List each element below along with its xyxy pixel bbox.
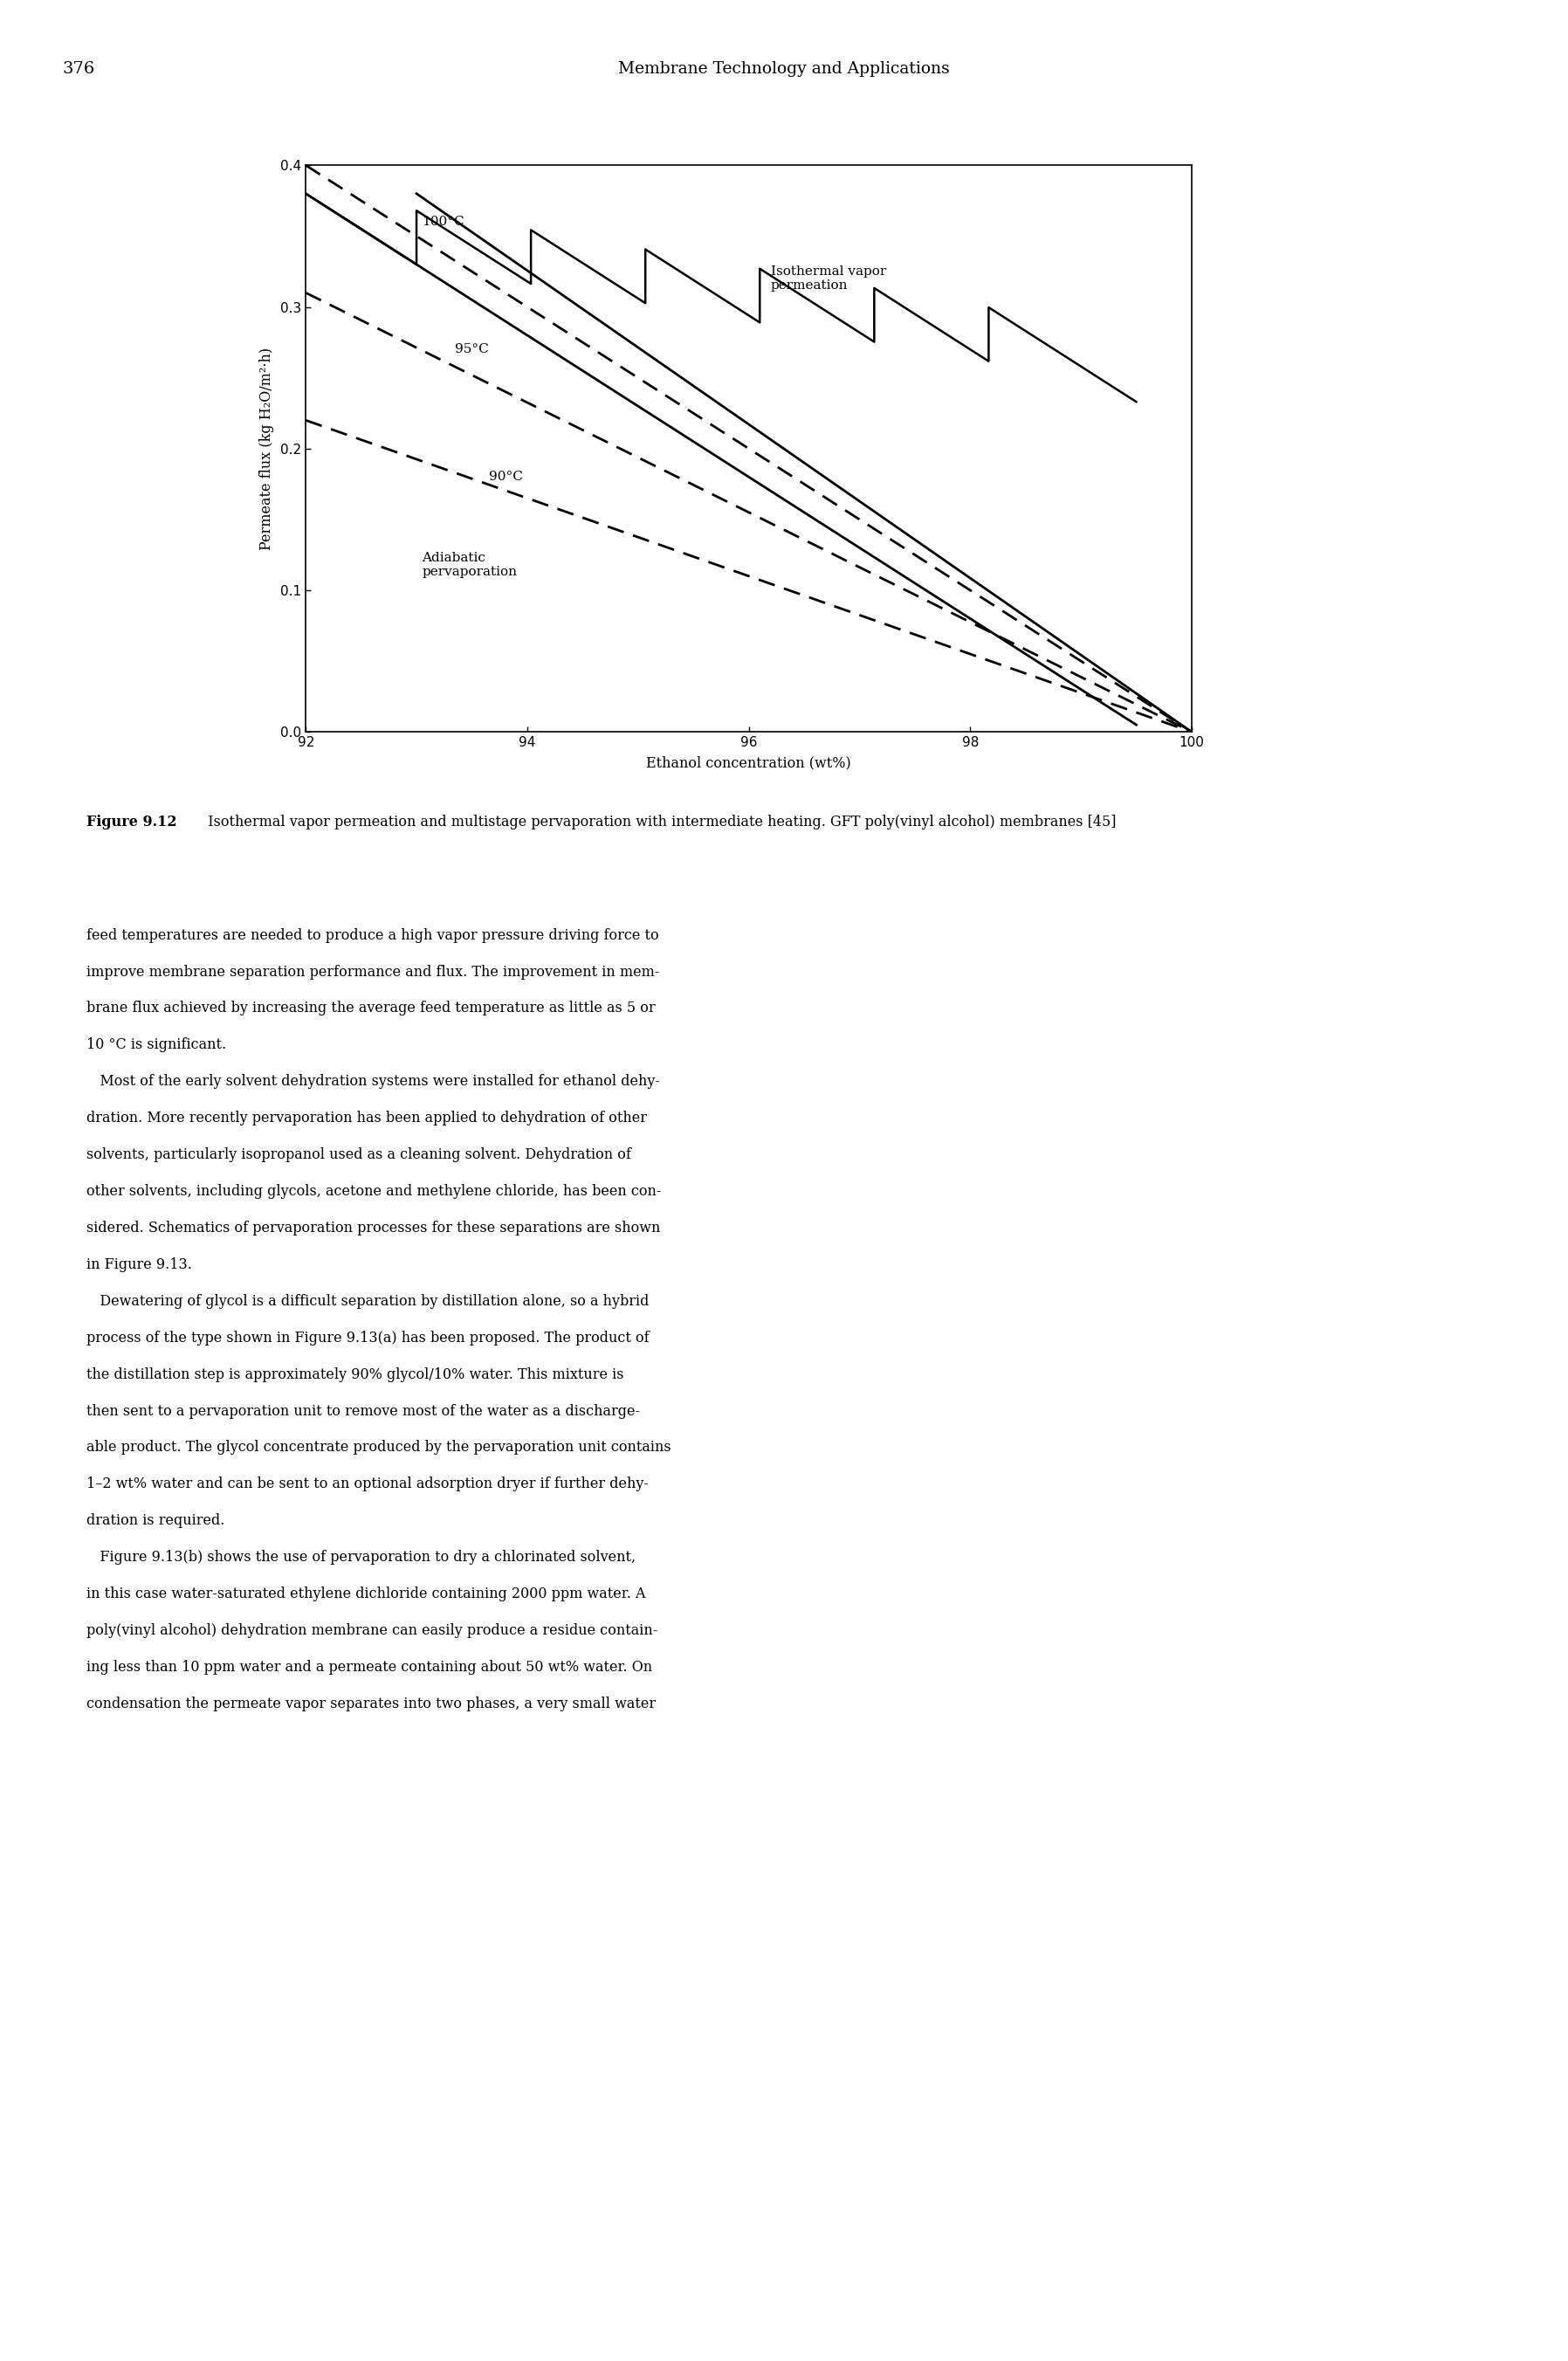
Text: 90°C: 90°C xyxy=(489,470,522,484)
Text: sidered. Schematics of pervaporation processes for these separations are shown: sidered. Schematics of pervaporation pro… xyxy=(86,1221,660,1235)
Text: 100°C: 100°C xyxy=(422,215,464,229)
Text: ing less than 10 ppm water and a permeate containing about 50 wt% water. On: ing less than 10 ppm water and a permeat… xyxy=(86,1660,652,1674)
X-axis label: Ethanol concentration (wt%): Ethanol concentration (wt%) xyxy=(646,756,851,770)
Text: Isothermal vapor
permeation: Isothermal vapor permeation xyxy=(771,264,886,293)
Text: Figure 9.13(b) shows the use of pervaporation to dry a chlorinated solvent,: Figure 9.13(b) shows the use of pervapor… xyxy=(86,1551,635,1565)
Text: Most of the early solvent dehydration systems were installed for ethanol dehy-: Most of the early solvent dehydration sy… xyxy=(86,1074,660,1088)
Text: process of the type shown in Figure 9.13(a) has been proposed. The product of: process of the type shown in Figure 9.13… xyxy=(86,1332,649,1346)
Text: dration is required.: dration is required. xyxy=(86,1513,224,1528)
Y-axis label: Permeate flux (kg H₂O/m²·h): Permeate flux (kg H₂O/m²·h) xyxy=(259,347,274,550)
Text: the distillation step is approximately 90% glycol/10% water. This mixture is: the distillation step is approximately 9… xyxy=(86,1367,624,1381)
Text: dration. More recently pervaporation has been applied to dehydration of other: dration. More recently pervaporation has… xyxy=(86,1112,646,1126)
Text: Figure 9.12: Figure 9.12 xyxy=(86,815,177,829)
Text: 10 °C is significant.: 10 °C is significant. xyxy=(86,1039,226,1053)
Text: Isothermal vapor permeation and multistage pervaporation with intermediate heati: Isothermal vapor permeation and multista… xyxy=(199,815,1116,829)
Text: able product. The glycol concentrate produced by the pervaporation unit contains: able product. The glycol concentrate pro… xyxy=(86,1440,671,1454)
Text: Adiabatic
pervaporation: Adiabatic pervaporation xyxy=(422,552,517,578)
Text: then sent to a pervaporation unit to remove most of the water as a discharge-: then sent to a pervaporation unit to rem… xyxy=(86,1405,640,1419)
Text: in Figure 9.13.: in Figure 9.13. xyxy=(86,1258,191,1273)
Text: poly(vinyl alcohol) dehydration membrane can easily produce a residue contain-: poly(vinyl alcohol) dehydration membrane… xyxy=(86,1624,657,1639)
Text: Dewatering of glycol is a difficult separation by distillation alone, so a hybri: Dewatering of glycol is a difficult sepa… xyxy=(86,1294,649,1308)
Text: solvents, particularly isopropanol used as a cleaning solvent. Dehydration of: solvents, particularly isopropanol used … xyxy=(86,1147,630,1162)
Text: feed temperatures are needed to produce a high vapor pressure driving force to: feed temperatures are needed to produce … xyxy=(86,928,659,942)
Text: 376: 376 xyxy=(63,61,96,78)
Text: 95°C: 95°C xyxy=(455,342,489,357)
Text: 1–2 wt% water and can be sent to an optional adsorption dryer if further dehy-: 1–2 wt% water and can be sent to an opti… xyxy=(86,1478,649,1492)
Text: in this case water-saturated ethylene dichloride containing 2000 ppm water. A: in this case water-saturated ethylene di… xyxy=(86,1587,646,1601)
Text: other solvents, including glycols, acetone and methylene chloride, has been con-: other solvents, including glycols, aceto… xyxy=(86,1185,662,1199)
Text: improve membrane separation performance and flux. The improvement in mem-: improve membrane separation performance … xyxy=(86,966,659,980)
Text: Membrane Technology and Applications: Membrane Technology and Applications xyxy=(618,61,950,78)
Text: condensation the permeate vapor separates into two phases, a very small water: condensation the permeate vapor separate… xyxy=(86,1698,655,1712)
Text: brane flux achieved by increasing the average feed temperature as little as 5 or: brane flux achieved by increasing the av… xyxy=(86,1001,655,1015)
